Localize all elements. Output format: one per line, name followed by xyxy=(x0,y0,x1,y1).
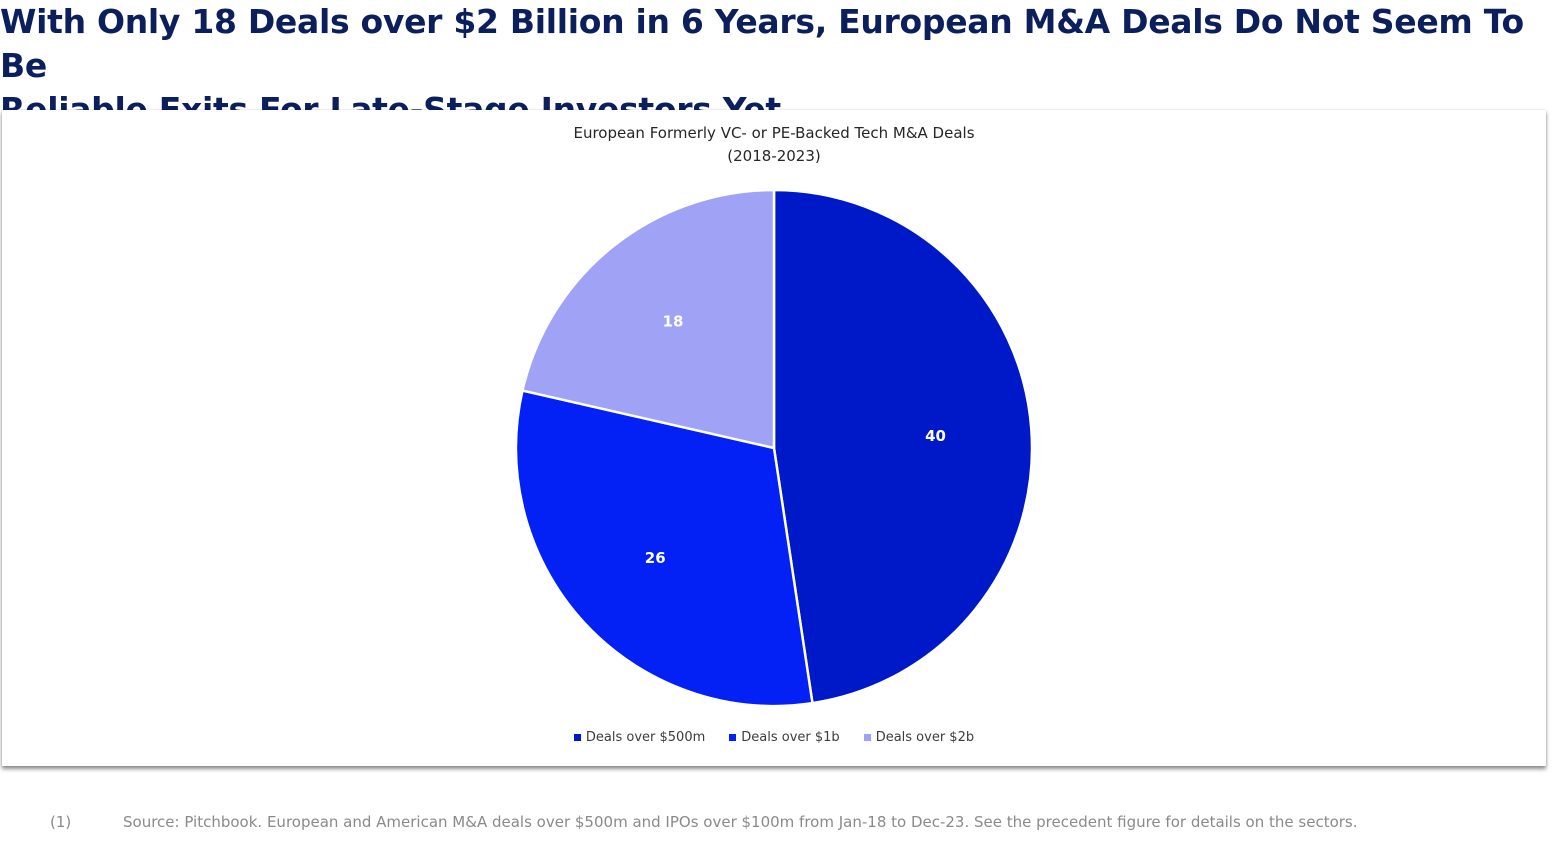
pie-slice-2b xyxy=(521,188,776,450)
footnote-number: (1) xyxy=(50,813,72,831)
pie-slice-500m xyxy=(772,188,1034,705)
chart-card: European Formerly VC- or PE-Backed Tech … xyxy=(2,110,1546,766)
legend-label: Deals over $500m xyxy=(585,730,706,745)
legend-item-2b: Deals over $2b xyxy=(863,730,975,745)
legend-label: Deals over $1b xyxy=(741,730,840,745)
headline-line-1: With Only 18 Deals over $2 Billion in 6 … xyxy=(0,2,1524,85)
chart-title-text: European Formerly VC- or PE-Backed Tech … xyxy=(573,124,975,142)
legend-swatch xyxy=(729,734,737,741)
pie-chart: 40 26 18 xyxy=(514,188,1034,708)
legend-swatch xyxy=(573,734,581,741)
pie-slice-1b xyxy=(514,389,814,708)
legend-label: Deals over $2b xyxy=(875,730,975,745)
legend-item-1b: Deals over $1b xyxy=(729,730,840,745)
data-label-2b: 18 xyxy=(663,312,684,330)
legend-swatch xyxy=(863,734,871,741)
source-footnote: (1) Source: Pitchbook. European and Ameri… xyxy=(50,813,1358,831)
chart-legend: Deals over $500m Deals over $1b Deals ov… xyxy=(2,730,1546,745)
data-label-500m: 40 xyxy=(925,427,946,445)
chart-title: European Formerly VC- or PE-Backed Tech … xyxy=(2,122,1546,168)
page-headline: With Only 18 Deals over $2 Billion in 6 … xyxy=(0,0,1540,132)
chart-subtitle-text: (2018-2023) xyxy=(727,147,821,165)
data-label-1b: 26 xyxy=(645,549,666,567)
legend-item-500m: Deals over $500m xyxy=(573,730,706,745)
footnote-text: Source: Pitchbook. European and American… xyxy=(123,813,1358,831)
